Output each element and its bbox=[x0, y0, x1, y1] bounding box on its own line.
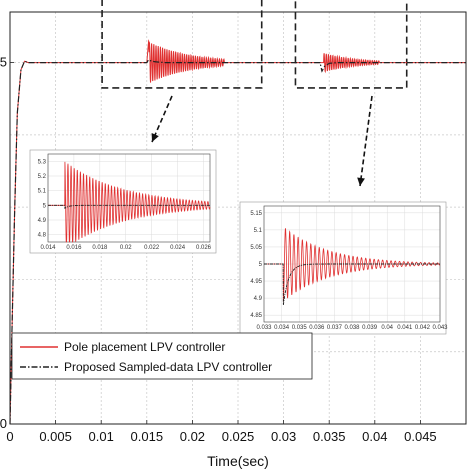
legend: Pole placement LPV controller Proposed S… bbox=[11, 332, 313, 380]
inset-x-tick-label: 0.016 bbox=[66, 245, 82, 251]
inset-series-sampled-data bbox=[48, 204, 210, 210]
inset-plots: 0.014 0.016 0.018 0.02 0.022 0.024 0.026 4.8 4.9… bbox=[29, 149, 448, 335]
x-tick-label: 0.005 bbox=[39, 429, 72, 444]
x-tick-label: 0.02 bbox=[180, 429, 205, 444]
y-tick-label: 0 bbox=[0, 416, 7, 431]
zoom-arrows bbox=[151, 95, 373, 187]
inset-x-tick-label: 0.02 bbox=[120, 245, 132, 251]
inset-y-tick-label: 4.8 bbox=[38, 233, 47, 239]
x-tick-label: 0.015 bbox=[131, 429, 164, 444]
inset-x-tick-label: 0.033 bbox=[256, 325, 272, 331]
zoom-box-1 bbox=[101, 0, 263, 89]
inset-y-tick-label: 4.85 bbox=[250, 313, 262, 319]
x-tick-label: 0.03 bbox=[271, 429, 296, 444]
inset-x-tick-label: 0.039 bbox=[362, 325, 378, 331]
inset-y-tick-label: 4.9 bbox=[38, 218, 47, 224]
zoom-boxes bbox=[101, 0, 408, 89]
inset-y-tick-label: 5 bbox=[43, 203, 47, 209]
x-tick-label: 0.04 bbox=[362, 429, 387, 444]
inset-2: 0.033 0.034 0.035 0.036 0.037 0.038 0.039 0.04 0… bbox=[239, 201, 448, 335]
inset-x-tick-label: 0.041 bbox=[397, 325, 413, 331]
inset-y-tick-label: 5.05 bbox=[250, 245, 262, 251]
legend-label-pole-placement: Pole placement LPV controller bbox=[64, 340, 225, 354]
inset-x-tick-label: 0.04 bbox=[381, 325, 393, 331]
inset-x-tick-label: 0.038 bbox=[344, 325, 360, 331]
inset-frame bbox=[47, 153, 211, 243]
x-tick-label: 0.045 bbox=[404, 429, 437, 444]
inset-y-tick-label: 5.15 bbox=[250, 211, 262, 217]
zoom-arrow-2 bbox=[359, 95, 373, 187]
inset-y-tick-label: 5.1 bbox=[254, 228, 263, 234]
inset-x-tick-label: 0.014 bbox=[40, 245, 56, 251]
inset-x-tick-label: 0.036 bbox=[309, 325, 325, 331]
inset-x-tick-label: 0.034 bbox=[274, 325, 290, 331]
inset-x-tick-label: 0.035 bbox=[292, 325, 308, 331]
x-tick-labels: 0 0.005 0.01 0.015 0.02 0.025 0.03 0.035 0.04 0.0… bbox=[6, 420, 437, 444]
legend-label-sampled-data: Proposed Sampled-data LPV controller bbox=[64, 360, 272, 374]
inset-x-tick-label: 0.022 bbox=[144, 245, 160, 251]
inset-y-tick-label: 5 bbox=[259, 262, 263, 268]
inset-y-tick-label: 4.95 bbox=[250, 279, 262, 285]
inset-series-sampled-data bbox=[264, 263, 440, 305]
x-axis-label: Time(sec) bbox=[207, 453, 269, 469]
inset-y-tick-label: 4.9 bbox=[254, 296, 263, 302]
inset-x-tick-label: 0.043 bbox=[432, 325, 448, 331]
x-tick-label: 0.01 bbox=[89, 429, 114, 444]
inset-x-tick-label: 0.026 bbox=[196, 245, 212, 251]
inset-series-pole-placement bbox=[48, 161, 211, 243]
y-tick-labels: 05 bbox=[0, 55, 14, 431]
inset-x-tick-label: 0.024 bbox=[170, 245, 186, 251]
y-tick-label: 5 bbox=[0, 55, 7, 70]
inset-x-tick-label: 0.018 bbox=[92, 245, 108, 251]
x-tick-label: 0.025 bbox=[222, 429, 255, 444]
inset-y-tick-label: 5.3 bbox=[38, 159, 47, 165]
series-line-sampled-data bbox=[9, 58, 466, 425]
inset-1: 0.014 0.016 0.018 0.02 0.022 0.024 0.026 4.8 4.9… bbox=[29, 149, 217, 254]
zoom-arrow-1 bbox=[151, 95, 173, 143]
zoom-box-2 bbox=[294, 0, 408, 89]
inset-x-tick-label: 0.037 bbox=[327, 325, 343, 331]
legend-box bbox=[11, 332, 313, 380]
inset-y-tick-label: 5.2 bbox=[38, 174, 47, 180]
x-tick-label: 0 bbox=[6, 429, 13, 444]
inset-y-tick-label: 5.1 bbox=[38, 189, 47, 195]
x-tick-label: 0.035 bbox=[313, 429, 346, 444]
inset-x-tick-label: 0.042 bbox=[415, 325, 431, 331]
zoom-arrow-1-head bbox=[151, 133, 159, 142]
zoom-arrow-2-head bbox=[357, 177, 365, 186]
series-lines bbox=[9, 39, 466, 425]
